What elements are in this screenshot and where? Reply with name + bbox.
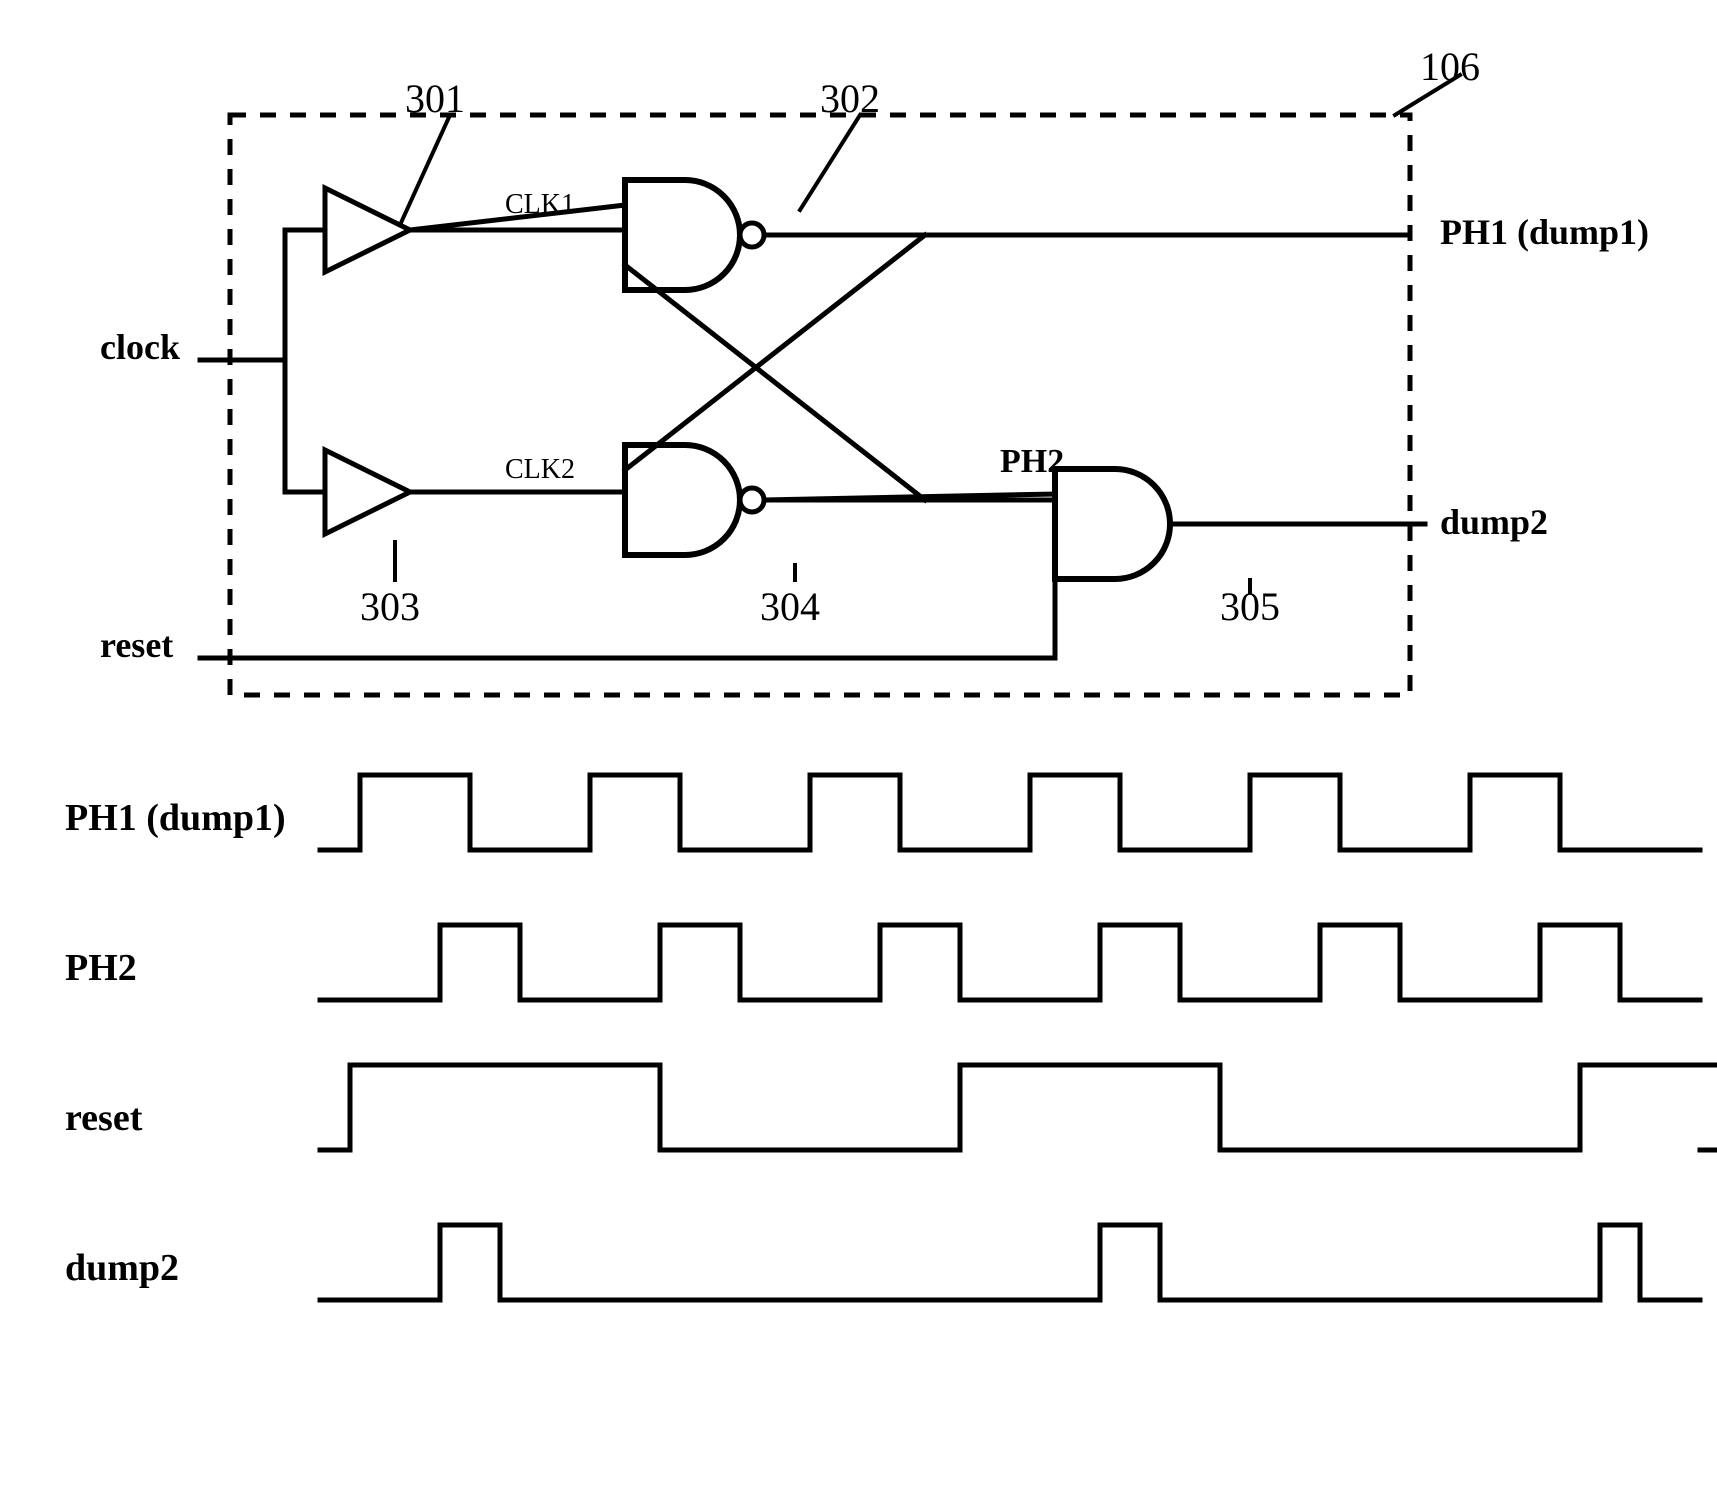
svg-text:PH1 (dump1): PH1 (dump1) [1440, 212, 1649, 252]
svg-text:302: 302 [820, 76, 880, 121]
diagram-svg: 106 301 302 303 304 305 clock reset PH1 (dump1) d… [20, 20, 1717, 1473]
svg-text:clock: clock [100, 327, 180, 367]
svg-text:PH2: PH2 [65, 947, 137, 989]
svg-text:305: 305 [1220, 584, 1280, 629]
svg-text:PH1 (dump1): PH1 (dump1) [65, 797, 286, 839]
svg-text:106: 106 [1420, 44, 1480, 89]
svg-text:CLK1: CLK1 [505, 189, 575, 220]
svg-text:301: 301 [405, 76, 465, 121]
svg-text:reset: reset [100, 625, 173, 665]
svg-text:dump2: dump2 [1440, 502, 1548, 542]
svg-text:reset: reset [65, 1097, 143, 1139]
svg-text:303: 303 [360, 584, 420, 629]
svg-text:304: 304 [760, 584, 820, 629]
svg-text:CLK2: CLK2 [505, 454, 575, 485]
svg-text:dump2: dump2 [65, 1247, 179, 1289]
svg-text:PH2: PH2 [1000, 443, 1064, 480]
